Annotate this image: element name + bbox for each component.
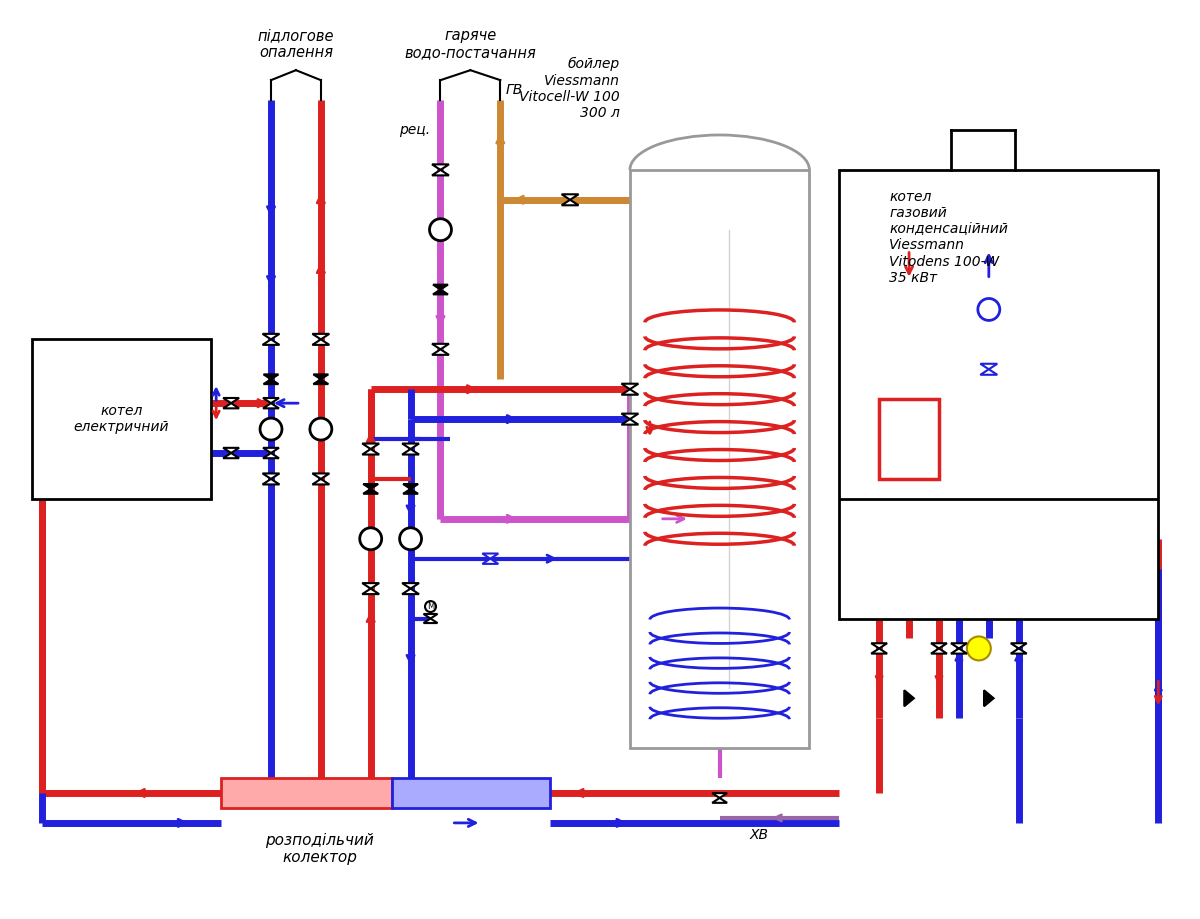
Polygon shape: [403, 484, 418, 489]
Polygon shape: [263, 398, 278, 403]
Polygon shape: [622, 390, 638, 395]
Polygon shape: [931, 649, 947, 653]
Polygon shape: [950, 643, 967, 649]
Circle shape: [310, 418, 332, 440]
Polygon shape: [362, 444, 379, 449]
Polygon shape: [562, 199, 578, 205]
Text: ХВ: ХВ: [750, 828, 768, 842]
Text: рец.: рец.: [400, 123, 431, 137]
Text: бойлер
Viessmann
Vitocell-W 100
300 л: бойлер Viessmann Vitocell-W 100 300 л: [520, 57, 620, 120]
Polygon shape: [313, 374, 329, 380]
Polygon shape: [223, 398, 239, 403]
Bar: [31, 339, 211, 499]
Polygon shape: [312, 339, 329, 345]
Polygon shape: [312, 473, 329, 479]
Polygon shape: [263, 448, 278, 453]
Text: котел
газовий
конденсаційний
Viessmann
Vitodens 100-W
35 кВт: котел газовий конденсаційний Viessmann V…: [889, 190, 1008, 285]
Polygon shape: [263, 479, 280, 484]
Polygon shape: [223, 448, 239, 453]
Circle shape: [400, 528, 421, 550]
Text: гаряче
водо-постачання: гаряче водо-постачання: [404, 28, 536, 61]
Polygon shape: [432, 344, 449, 349]
Bar: [880, 399, 938, 479]
Polygon shape: [264, 380, 278, 384]
Polygon shape: [403, 489, 418, 494]
Polygon shape: [424, 614, 438, 618]
Polygon shape: [364, 489, 378, 494]
Text: котел
електричний: котел електричний: [73, 404, 169, 434]
Polygon shape: [482, 559, 498, 564]
Polygon shape: [931, 643, 947, 649]
Text: M: M: [427, 602, 434, 611]
Circle shape: [360, 528, 382, 550]
Polygon shape: [950, 649, 967, 653]
Polygon shape: [433, 289, 448, 294]
Polygon shape: [980, 364, 997, 369]
Bar: [221, 778, 392, 808]
Polygon shape: [980, 369, 997, 375]
Polygon shape: [432, 165, 449, 170]
Polygon shape: [223, 453, 239, 459]
Polygon shape: [984, 690, 994, 707]
Polygon shape: [362, 588, 379, 594]
Polygon shape: [263, 403, 278, 408]
Polygon shape: [402, 444, 419, 449]
Polygon shape: [712, 798, 727, 803]
Polygon shape: [402, 449, 419, 455]
Bar: [839, 170, 1158, 618]
Bar: [392, 778, 550, 808]
Polygon shape: [263, 334, 280, 339]
Bar: [630, 170, 809, 748]
Circle shape: [260, 418, 282, 440]
Polygon shape: [362, 449, 379, 455]
Polygon shape: [313, 380, 329, 384]
Circle shape: [425, 601, 436, 612]
Circle shape: [978, 299, 1000, 321]
Polygon shape: [402, 583, 419, 588]
Polygon shape: [622, 384, 638, 390]
Polygon shape: [263, 339, 280, 345]
Text: ГВ: ГВ: [505, 83, 522, 97]
Polygon shape: [905, 690, 914, 707]
Polygon shape: [622, 414, 638, 419]
Polygon shape: [263, 473, 280, 479]
Polygon shape: [432, 170, 449, 176]
Polygon shape: [402, 588, 419, 594]
Polygon shape: [433, 285, 448, 289]
Polygon shape: [264, 374, 278, 380]
Polygon shape: [1010, 643, 1027, 649]
Polygon shape: [482, 553, 498, 559]
Polygon shape: [364, 484, 378, 489]
Polygon shape: [263, 453, 278, 459]
Polygon shape: [424, 618, 438, 623]
Polygon shape: [871, 649, 887, 653]
Circle shape: [430, 219, 451, 241]
Circle shape: [967, 637, 991, 661]
Polygon shape: [871, 643, 887, 649]
Polygon shape: [362, 583, 379, 588]
Polygon shape: [223, 403, 239, 408]
Polygon shape: [562, 194, 578, 199]
Polygon shape: [312, 334, 329, 339]
Polygon shape: [432, 349, 449, 355]
Polygon shape: [1010, 649, 1027, 653]
Text: підлогове
опалення: підлогове опалення: [258, 28, 334, 61]
Polygon shape: [622, 419, 638, 425]
Polygon shape: [712, 793, 727, 798]
Text: розподільчий
колектор: розподільчий колектор: [265, 833, 374, 866]
Polygon shape: [312, 479, 329, 484]
